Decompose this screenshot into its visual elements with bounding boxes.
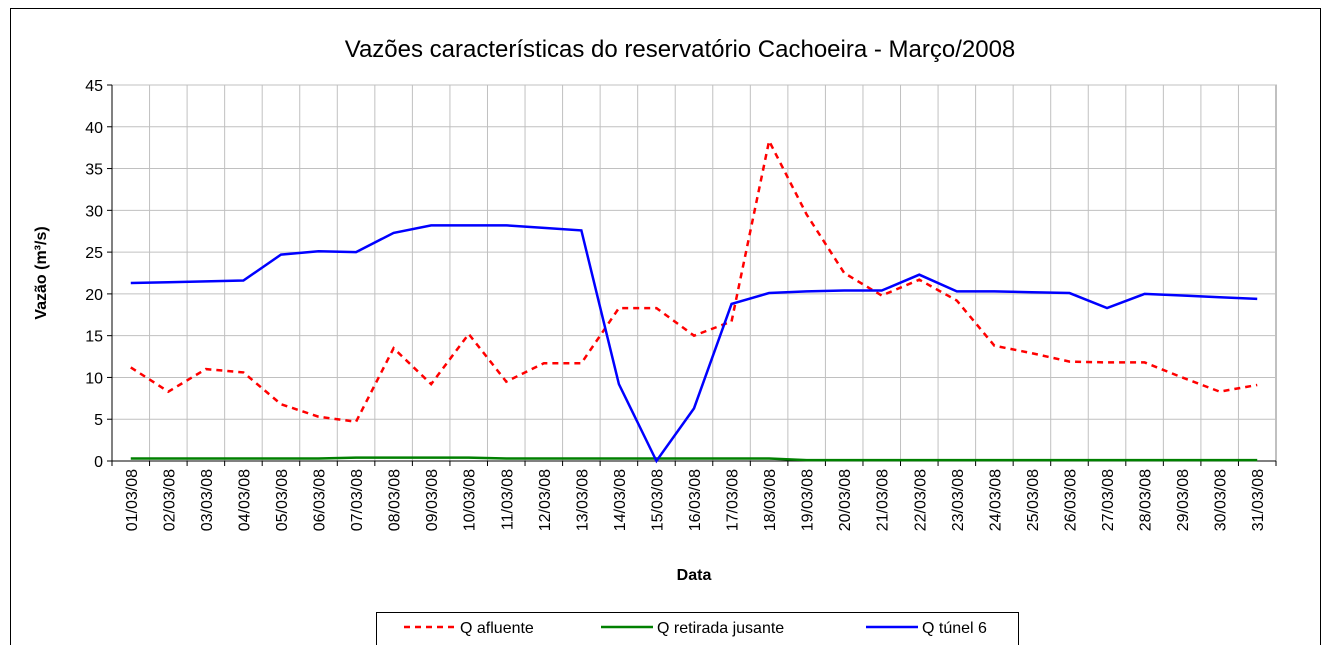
x-tick-label: 29/03/08 (1175, 469, 1192, 531)
x-tick-label: 08/03/08 (387, 469, 404, 531)
x-tick-label: 23/03/08 (950, 469, 967, 531)
legend-label: Q retirada jusante (657, 620, 784, 637)
x-tick-label: 17/03/08 (725, 469, 742, 531)
x-tick-label: 31/03/08 (1250, 469, 1267, 531)
x-tick-label: 16/03/08 (687, 469, 704, 531)
x-tick-label: 06/03/08 (312, 469, 329, 531)
x-tick-label: 20/03/08 (837, 469, 854, 531)
x-tick-label: 22/03/08 (912, 469, 929, 531)
x-tick-label: 04/03/08 (236, 469, 253, 531)
x-tick-label: 19/03/08 (800, 469, 817, 531)
x-tick-label: 28/03/08 (1138, 469, 1155, 531)
x-tick-label: 14/03/08 (612, 469, 629, 531)
x-tick-label: 15/03/08 (649, 469, 666, 531)
series-line (130, 224, 1258, 464)
x-tick-label: 24/03/08 (987, 469, 1004, 531)
y-tick-label: 40 (85, 120, 103, 137)
x-tick-label: 18/03/08 (762, 469, 779, 531)
x-tick-label: 09/03/08 (424, 469, 441, 531)
y-tick-label: 10 (85, 370, 103, 387)
y-tick-label: 25 (85, 245, 103, 262)
y-tick-label: 35 (85, 162, 103, 179)
y-axis-label: Vazão (m³/s) (33, 226, 50, 319)
x-tick-label: 21/03/08 (875, 469, 892, 531)
y-tick-label: 45 (85, 78, 103, 95)
x-tick-label: 05/03/08 (274, 469, 291, 531)
x-tick-label: 07/03/08 (349, 469, 366, 531)
x-tick-label: 10/03/08 (462, 469, 479, 531)
x-tick-label: 02/03/08 (161, 469, 178, 531)
series-line (130, 456, 1258, 462)
x-tick-label: 25/03/08 (1025, 469, 1042, 531)
chart-title: Vazões características do reservatório C… (345, 36, 1016, 63)
x-tick-label: 30/03/08 (1213, 469, 1230, 531)
y-tick-label: 30 (85, 203, 103, 220)
legend-label: Q túnel 6 (922, 620, 987, 637)
series-line (130, 137, 1258, 424)
legend-label: Q afluente (460, 620, 534, 637)
y-tick-label: 0 (94, 454, 103, 471)
x-tick-label: 27/03/08 (1100, 469, 1117, 531)
x-tick-label: 12/03/08 (537, 469, 554, 531)
plot-area (111, 84, 1277, 462)
legend-box (376, 612, 1019, 645)
x-tick-label: 26/03/08 (1062, 469, 1079, 531)
y-tick-label: 15 (85, 329, 103, 346)
x-tick-label: 13/03/08 (574, 469, 591, 531)
x-tick-label: 03/03/08 (199, 469, 216, 531)
y-tick-label: 5 (94, 412, 103, 429)
x-tick-label: 01/03/08 (124, 469, 141, 531)
x-axis-label: Data (677, 567, 712, 584)
x-tick-label: 11/03/08 (499, 469, 516, 530)
y-tick-label: 20 (85, 287, 103, 304)
